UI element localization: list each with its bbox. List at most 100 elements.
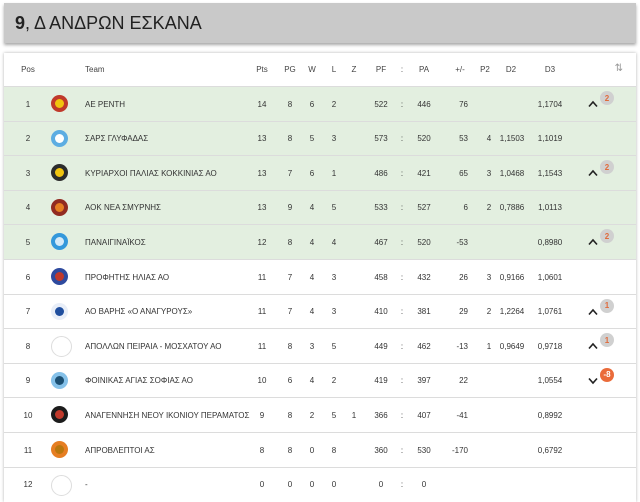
points-cell: 14: [257, 99, 267, 109]
points-for-cell: 449: [374, 341, 388, 351]
team-name[interactable]: ΦΟΙΝΙΚΑΣ ΑΓΙΑΣ ΣΟΦΙΑΣ ΑΟ: [85, 376, 193, 386]
team-logo-icon: [51, 164, 68, 182]
table-row[interactable]: 3 ΚΥΡΙΑΡΧΟΙ ΠΑΛΙΑΣ ΚΟΚΚΙΝΙΑΣ ΑΟ 13 7 6 1 486: 4…: [4, 155, 636, 191]
col-d3[interactable]: D3: [544, 65, 556, 74]
table-row[interactable]: 12 - 0 0 0 0 0: 0: [4, 466, 636, 502]
p2-cell: [482, 398, 496, 432]
diff-cell: 76: [459, 99, 468, 109]
table-row[interactable]: 1 ΑΕ ΡΕΝΤΗ 14 8 6 2 522: 446 76 1,1704 2: [4, 86, 636, 121]
d2-cell: 0,9649: [499, 341, 525, 351]
points-cell: 12: [257, 237, 267, 247]
team-name[interactable]: ΑΠΡΟΒΛΕΠΤΟΙ ΑΣ: [85, 445, 155, 455]
losses-cell: 3: [331, 134, 337, 144]
wins-cell: 2: [309, 410, 315, 420]
points-for-cell: 360: [374, 445, 388, 455]
d3-cell: 1,1543: [537, 168, 563, 178]
points-against-cell: 527: [417, 203, 431, 213]
d2-cell: [498, 398, 526, 432]
col-team[interactable]: Team: [85, 65, 105, 74]
points-against-cell: 407: [417, 410, 431, 420]
forfeits-cell: [346, 191, 362, 225]
p2-cell: [482, 433, 496, 467]
losses-cell: 4: [331, 237, 337, 247]
position-change-badge: 1: [600, 298, 614, 313]
table-row[interactable]: 6 ΠΡΟΦΗΤΗΣ ΗΛΙΑΣ ΑΟ 11 7 4 3 458: 432 26 3 0,9166 1…: [4, 259, 636, 294]
col-p2[interactable]: P2: [480, 65, 490, 74]
diff-cell: -53: [456, 237, 468, 247]
team-name[interactable]: -: [85, 480, 88, 490]
played-cell: 7: [287, 307, 293, 317]
table-row[interactable]: 10 ΑΝΑΓΕΝΝΗΣΗ ΝΕΟΥ ΙΚΟΝΙΟΥ ΠΕΡΑΜΑΤΟΣ 9 8 2 5 1…: [4, 397, 636, 432]
col-d2[interactable]: D2: [505, 65, 517, 74]
losses-cell: 5: [331, 203, 337, 213]
col-z[interactable]: Z: [351, 65, 357, 74]
team-name[interactable]: ΑΟ ΒΑΡΗΣ «Ο ΑΝΑΓΥΡΟΥΣ»: [85, 307, 193, 317]
team-name[interactable]: ΠΑΝΑΙΓΙΝΑΪΚΟΣ: [85, 237, 146, 247]
sort-icon[interactable]: ⇅: [614, 63, 623, 74]
team-logo-icon: [51, 233, 68, 251]
p2-cell: [482, 364, 496, 398]
team-logo-icon: [51, 441, 68, 458]
d2-cell: [498, 433, 526, 467]
losses-cell: 3: [331, 307, 337, 317]
points-against-cell: 397: [417, 376, 431, 386]
table-row[interactable]: 5 ΠΑΝΑΙΓΙΝΑΪΚΟΣ 12 8 4 4 467: 520 -53 0,8980 2: [4, 224, 636, 260]
played-cell: 8: [287, 445, 293, 455]
table-row[interactable]: 2 ΣΑΡΣ ΓΛΥΦΑΔΑΣ 13 8 5 3 573:520 53 4 1,1503 1,101…: [4, 120, 636, 156]
position-cell: 3: [25, 168, 31, 178]
points-against-cell: 446: [417, 99, 431, 109]
table-row[interactable]: 4 ΑΟΚ ΝΕΑ ΣΜΥΡΝΗΣ 13 9 4 5 533: 527 6 2 0,7886 1,01…: [4, 189, 636, 225]
losses-cell: 3: [331, 272, 337, 282]
losses-cell: 0: [331, 480, 337, 490]
col-pts[interactable]: Pts: [256, 65, 268, 74]
team-name[interactable]: ΣΑΡΣ ΓΛΥΦΑΔΑΣ: [85, 134, 149, 144]
diff-cell: -13: [456, 341, 468, 351]
points-cell: 13: [257, 134, 267, 144]
position-change-badge: 1: [600, 333, 614, 348]
d3-cell: 1,0761: [537, 307, 563, 317]
d3-cell: 0,8980: [537, 237, 563, 247]
col-pos[interactable]: Pos: [21, 65, 35, 74]
col-l[interactable]: L: [331, 65, 337, 74]
wins-cell: 0: [309, 445, 315, 455]
score-separator: :: [400, 341, 404, 351]
position-change-badge: 2: [600, 160, 614, 175]
table-row[interactable]: 9 ΦΟΙΝΙΚΑΣ ΑΓΙΑΣ ΣΟΦΙΑΣ ΑΟ 10 6 4 2 419: 397 22 1…: [4, 362, 636, 398]
col-w[interactable]: W: [308, 65, 316, 74]
table-row[interactable]: 8 ΑΠΟΛΛΩΝ ΠΕΙΡΑΙΑ - ΜΟΣΧΑΤΟΥ ΑΟ 11 8 3 5 449:4…: [4, 328, 636, 363]
team-logo-icon: [51, 198, 68, 216]
table-row[interactable]: 7 ΑΟ ΒΑΡΗΣ «Ο ΑΝΑΓΥΡΟΥΣ» 11 7 4 3 410: 381 29 2 1,…: [4, 293, 636, 329]
points-cell: 0: [259, 480, 265, 490]
team-name[interactable]: ΑΟΚ ΝΕΑ ΣΜΥΡΝΗΣ: [85, 203, 161, 213]
league-name: , Δ ΑΝΔΡΩΝ ΕΣΚΑΝΑ: [25, 13, 202, 33]
p2-cell: [482, 468, 496, 502]
team-name[interactable]: ΑΕ ΡΕΝΤΗ: [85, 99, 126, 109]
team-logo-icon: [51, 95, 68, 112]
p2-cell: 3: [486, 168, 492, 178]
diff-cell: 6: [463, 203, 468, 213]
losses-cell: 2: [331, 376, 337, 386]
col-diff[interactable]: +/-: [455, 65, 465, 74]
team-name[interactable]: ΑΝΑΓΕΝΝΗΣΗ ΝΕΟΥ ΙΚΟΝΙΟΥ ΠΕΡΑΜΑΤΟΣ: [85, 410, 250, 420]
col-pg[interactable]: PG: [284, 65, 296, 74]
points-for-cell: 522: [374, 99, 388, 109]
col-pa[interactable]: PA: [418, 65, 430, 74]
team-name[interactable]: ΚΥΡΙΑΡΧΟΙ ΠΑΛΙΑΣ ΚΟΚΚΙΝΙΑΣ ΑΟ: [85, 168, 217, 178]
position-cell: 7: [25, 307, 31, 317]
d3-cell: 1,0601: [537, 272, 563, 282]
standings-table: Pos Team Pts PG W L Z PF : PA +/- P2 D2 …: [4, 53, 636, 502]
team-name[interactable]: ΑΠΟΛΛΩΝ ΠΕΙΡΑΙΑ - ΜΟΣΧΑΤΟΥ ΑΟ: [85, 341, 222, 351]
played-cell: 8: [287, 237, 293, 247]
forfeits-cell: [346, 87, 362, 121]
points-for-cell: 486: [374, 168, 388, 178]
played-cell: 8: [287, 341, 293, 351]
points-for-cell: 0: [378, 480, 384, 490]
diff-cell: 65: [459, 168, 468, 178]
played-cell: 8: [287, 410, 293, 420]
table-row[interactable]: 11 ΑΠΡΟΒΛΕΠΤΟΙ ΑΣ 8 8 0 8 360: 530 -170 0,6792: [4, 432, 636, 467]
position-change-badge: 2: [600, 229, 614, 244]
col-pf[interactable]: PF: [375, 65, 387, 74]
team-name[interactable]: ΠΡΟΦΗΤΗΣ ΗΛΙΑΣ ΑΟ: [85, 272, 170, 282]
wins-cell: 6: [309, 99, 315, 109]
d3-cell: [536, 468, 564, 502]
